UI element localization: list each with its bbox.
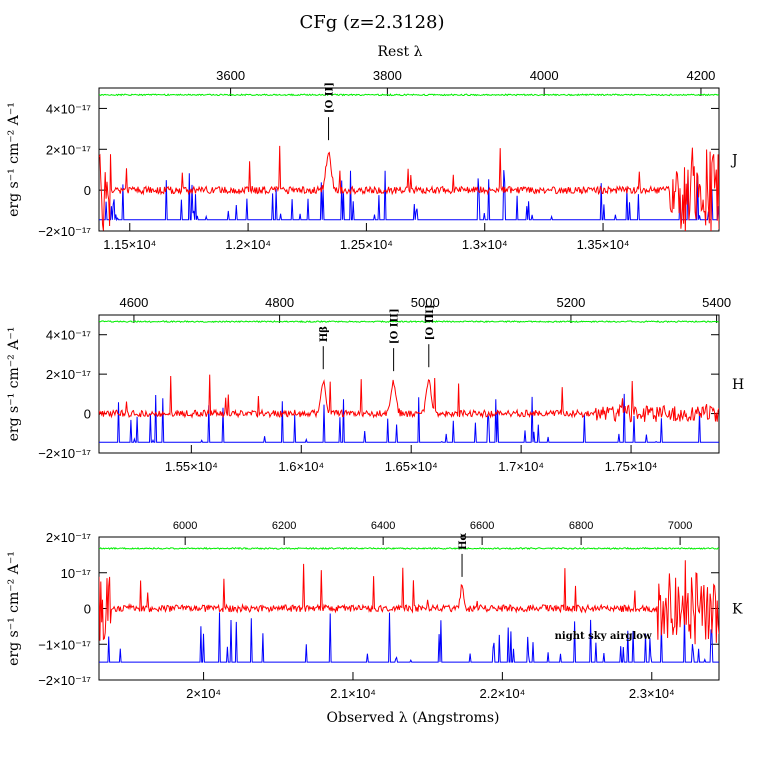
band-label: K — [732, 602, 743, 618]
object-spectrum — [99, 560, 719, 645]
line-label: [O III] — [425, 304, 436, 340]
line-label: [O III] — [390, 308, 401, 344]
y-tick-label: 0 — [84, 602, 91, 617]
transmission-curve — [99, 320, 719, 324]
y-tick-label: 10⁻¹⁷ — [61, 566, 92, 581]
x-tick-label: 1.25×10⁴ — [340, 237, 393, 252]
rest-tick-label: 6000 — [173, 520, 197, 532]
panel-J: erg s⁻¹ cm⁻² A⁻¹ J 4×10⁻¹⁷ 2×10⁻¹⁷ 0 −2×10⁻¹⁷… — [6, 68, 738, 252]
rest-tick-label: 6400 — [371, 520, 395, 532]
y-tick-label: 4×10⁻¹⁷ — [46, 328, 91, 343]
rest-tick-label: 6200 — [272, 520, 296, 532]
sky-spectrum — [99, 393, 719, 443]
y-tick-label: −2×10⁻¹⁷ — [38, 446, 91, 461]
y-tick-label: 2×10⁻¹⁷ — [46, 142, 91, 157]
rest-tick-label: 4000 — [530, 68, 559, 83]
x-tick-label: 2.3×10⁴ — [629, 686, 675, 701]
object-spectrum — [99, 145, 719, 231]
rest-axis-label: Rest λ — [378, 44, 423, 60]
rest-tick-label: 5200 — [556, 295, 585, 310]
rest-tick-label: 5400 — [702, 295, 731, 310]
transmission-curve — [99, 546, 719, 550]
chart-title: CFg (z=2.3128) — [299, 12, 444, 33]
band-label: H — [732, 377, 744, 393]
rest-tick-label: 6600 — [470, 520, 494, 532]
band-label: J — [730, 153, 738, 169]
rest-tick-label: 6800 — [569, 520, 593, 532]
transmission-curve — [99, 93, 719, 97]
y-axis-label: erg s⁻¹ cm⁻² A⁻¹ — [6, 327, 22, 442]
rest-tick-label: 4600 — [119, 295, 148, 310]
y-tick-label: 2×10⁻¹⁷ — [46, 530, 91, 545]
x-tick-label: 1.55×10⁴ — [165, 459, 218, 474]
line-label: [O II] — [325, 82, 336, 113]
rest-tick-label: 4800 — [265, 295, 294, 310]
y-tick-label: 0 — [84, 407, 91, 422]
y-axis-label: erg s⁻¹ cm⁻² A⁻¹ — [6, 102, 22, 217]
y-axis-label: erg s⁻¹ cm⁻² A⁻¹ — [6, 551, 22, 666]
x-tick-label: 1.6×10⁴ — [278, 459, 324, 474]
x-tick-label: 1.3×10⁴ — [462, 237, 508, 252]
x-tick-label: 2×10⁴ — [186, 686, 221, 701]
y-tick-label: 2×10⁻¹⁷ — [46, 367, 91, 382]
x-tick-label: 1.15×10⁴ — [103, 237, 156, 252]
y-tick-label: −2×10⁻¹⁷ — [38, 673, 91, 688]
rest-tick-label: 5000 — [411, 295, 440, 310]
x-tick-label: 1.7×10⁴ — [498, 459, 544, 474]
rest-tick-label: 3600 — [216, 68, 245, 83]
x-tick-label: 1.65×10⁴ — [385, 459, 438, 474]
y-tick-label: −1×10⁻¹⁷ — [38, 637, 91, 652]
y-tick-label: 0 — [84, 183, 91, 198]
line-label: Hα — [458, 532, 469, 549]
x-tick-label: 2.1×10⁴ — [330, 686, 376, 701]
sky-spectrum — [99, 612, 719, 663]
panel-H: erg s⁻¹ cm⁻² A⁻¹ H 4×10⁻¹⁷ 2×10⁻¹⁷ 0 −2×10⁻¹⁷… — [6, 295, 744, 474]
airglow-annotation: night sky airglow — [555, 631, 652, 642]
rest-tick-label: 7000 — [668, 520, 692, 532]
sky-spectrum — [99, 170, 719, 222]
observed-axis-label: Observed λ (Angstroms) — [327, 710, 500, 726]
y-tick-label: 4×10⁻¹⁷ — [46, 101, 91, 116]
x-tick-label: 1.35×10⁴ — [577, 237, 630, 252]
line-label: Hβ — [319, 326, 330, 342]
y-tick-label: −2×10⁻¹⁷ — [38, 224, 91, 239]
plot-frame — [98, 87, 720, 232]
object-spectrum — [99, 374, 719, 423]
plot-frame — [98, 314, 720, 454]
rest-tick-label: 4200 — [686, 68, 715, 83]
x-tick-label: 1.75×10⁴ — [605, 459, 658, 474]
x-tick-label: 1.2×10⁴ — [225, 237, 271, 252]
x-tick-label: 2.2×10⁴ — [480, 686, 526, 701]
panel-K: erg s⁻¹ cm⁻² A⁻¹ K 2×10⁻¹⁷ 10⁻¹⁷ 0 −1×10⁻¹⁷ −2… — [6, 520, 743, 701]
rest-tick-label: 3800 — [373, 68, 402, 83]
